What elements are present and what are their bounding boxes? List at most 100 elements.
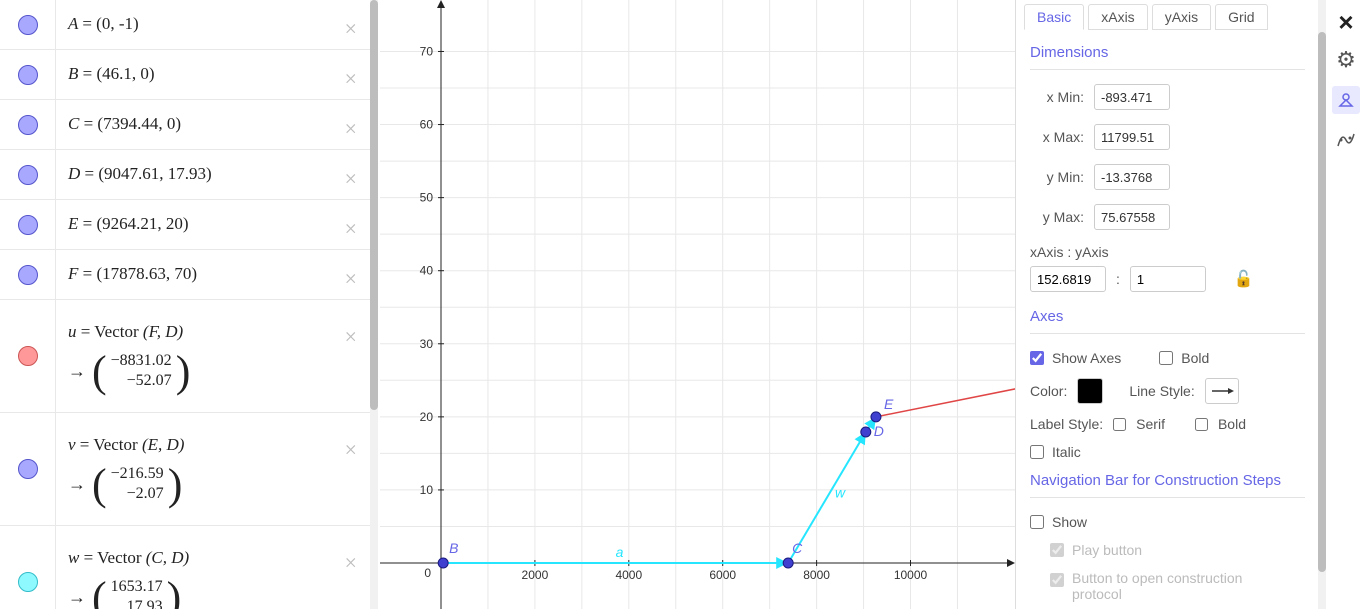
algebra-row[interactable]: ×F = (17878.63, 70) <box>0 250 370 300</box>
delete-icon[interactable]: × <box>343 118 358 140</box>
show-axes-row: Show Axes Bold <box>1016 344 1319 372</box>
nav-play-checkbox <box>1050 543 1064 557</box>
expression-cell[interactable]: ×A = (0, -1) <box>56 4 370 45</box>
delete-icon[interactable]: × <box>343 18 358 40</box>
nav-play-label: Play button <box>1072 542 1142 558</box>
navbar-heading: Navigation Bar for Construction Steps <box>1016 466 1319 493</box>
italic-label: Italic <box>1052 444 1081 460</box>
ratio-y-input[interactable] <box>1130 266 1206 292</box>
tab-xaxis[interactable]: xAxis <box>1088 4 1147 30</box>
delete-icon[interactable]: × <box>343 439 358 461</box>
svg-text:a: a <box>616 544 624 560</box>
delete-icon[interactable]: × <box>343 218 358 240</box>
visibility-marble[interactable] <box>0 150 56 199</box>
tab-grid[interactable]: Grid <box>1215 4 1267 30</box>
lock-icon[interactable]: 🔓 <box>1234 269 1254 289</box>
show-axes-checkbox[interactable] <box>1030 351 1044 365</box>
algebra-row[interactable]: ×A = (0, -1) <box>0 0 370 50</box>
expression-cell[interactable]: ×u = Vector (F, D)→(−8831.02−52.07) <box>56 312 370 400</box>
svg-text:8000: 8000 <box>803 568 830 582</box>
ymin-label: y Min: <box>1030 169 1084 185</box>
algebra-row[interactable]: ×w = Vector (C, D)→(1653.1717.93) <box>0 526 370 609</box>
nav-open-row: Button to open construction protocol <box>1016 564 1319 608</box>
xmin-input[interactable] <box>1094 84 1170 110</box>
expression-cell[interactable]: ×E = (9264.21, 20) <box>56 204 370 245</box>
xmax-row: x Max: <box>1016 120 1319 160</box>
svg-text:2000: 2000 <box>522 568 549 582</box>
visibility-marble[interactable] <box>0 50 56 99</box>
visibility-marble[interactable] <box>0 526 56 609</box>
algebra-row[interactable]: ×C = (7394.44, 0) <box>0 100 370 150</box>
axes-bold-label: Bold <box>1181 350 1209 366</box>
graphics-view[interactable]: 020004000600080001000010203040506070awBC… <box>380 0 1015 609</box>
ratio-label: xAxis : yAxis <box>1030 244 1305 260</box>
svg-text:4000: 4000 <box>615 568 642 582</box>
ymax-label: y Max: <box>1030 209 1084 225</box>
svg-text:C: C <box>792 540 803 556</box>
labelbold-checkbox[interactable] <box>1195 418 1208 431</box>
italic-checkbox[interactable] <box>1030 445 1044 459</box>
delete-icon[interactable]: × <box>343 326 358 348</box>
visibility-marble[interactable] <box>0 413 56 525</box>
svg-text:10000: 10000 <box>894 568 928 582</box>
tab-yaxis[interactable]: yAxis <box>1152 4 1211 30</box>
ratio-sep: : <box>1116 271 1120 287</box>
nav-play-row: Play button <box>1016 536 1319 564</box>
close-icon[interactable]: × <box>1334 10 1358 34</box>
expression-cell[interactable]: ×B = (46.1, 0) <box>56 54 370 95</box>
delete-icon[interactable]: × <box>343 552 358 574</box>
expression-cell[interactable]: ×v = Vector (E, D)→(−216.59−2.07) <box>56 425 370 513</box>
expression-cell[interactable]: ×D = (9047.61, 17.93) <box>56 154 370 195</box>
axes-bold-checkbox[interactable] <box>1159 351 1173 365</box>
ratio-x-input[interactable] <box>1030 266 1106 292</box>
ymin-input[interactable] <box>1094 164 1170 190</box>
xmax-input[interactable] <box>1094 124 1170 150</box>
right-iconbar: × ⚙ <box>1326 0 1366 609</box>
svg-text:10: 10 <box>420 483 434 497</box>
nav-show-checkbox[interactable] <box>1030 515 1044 529</box>
xmin-label: x Min: <box>1030 89 1084 105</box>
nav-open-checkbox <box>1050 573 1064 587</box>
algebra-scrollbar-thumb[interactable] <box>370 0 378 410</box>
algebra-row[interactable]: ×v = Vector (E, D)→(−216.59−2.07) <box>0 413 370 526</box>
svg-text:40: 40 <box>420 264 434 278</box>
algebra-row[interactable]: ×D = (9047.61, 17.93) <box>0 150 370 200</box>
svg-text:50: 50 <box>420 191 434 205</box>
ymax-input[interactable] <box>1094 204 1170 230</box>
labelbold-label: Bold <box>1218 416 1246 432</box>
visibility-marble[interactable] <box>0 200 56 249</box>
settings-scrollbar[interactable] <box>1318 0 1326 609</box>
color-label: Color: <box>1030 383 1067 399</box>
triangle-icon[interactable] <box>1332 86 1360 114</box>
svg-text:w: w <box>835 484 846 500</box>
expression-cell[interactable]: ×C = (7394.44, 0) <box>56 104 370 145</box>
visibility-marble[interactable] <box>0 300 56 412</box>
visibility-marble[interactable] <box>0 0 56 49</box>
graph-canvas[interactable]: 020004000600080001000010203040506070awBC… <box>380 0 1015 609</box>
serif-checkbox[interactable] <box>1113 418 1126 431</box>
algebra-scrollbar[interactable] <box>370 0 378 609</box>
tab-basic[interactable]: Basic <box>1024 4 1084 30</box>
axes-color-swatch[interactable] <box>1077 378 1103 404</box>
expression-cell[interactable]: ×F = (17878.63, 70) <box>56 254 370 295</box>
algebra-row[interactable]: ×u = Vector (F, D)→(−8831.02−52.07) <box>0 300 370 413</box>
curve-icon[interactable] <box>1334 128 1358 152</box>
settings-scrollbar-thumb[interactable] <box>1318 32 1326 572</box>
gear-icon[interactable]: ⚙ <box>1334 48 1358 72</box>
delete-icon[interactable]: × <box>343 168 358 190</box>
ymin-row: y Min: <box>1016 160 1319 200</box>
visibility-marble[interactable] <box>0 250 56 299</box>
axes-heading: Axes <box>1016 302 1319 329</box>
delete-icon[interactable]: × <box>343 68 358 90</box>
algebra-row[interactable]: ×E = (9264.21, 20) <box>0 200 370 250</box>
nav-show-row: Show <box>1016 508 1319 536</box>
expression-cell[interactable]: ×w = Vector (C, D)→(1653.1717.93) <box>56 538 370 609</box>
visibility-marble[interactable] <box>0 100 56 149</box>
delete-icon[interactable]: × <box>343 268 358 290</box>
linestyle-label: Line Style: <box>1129 383 1194 399</box>
linestyle-picker[interactable] <box>1205 378 1239 404</box>
svg-text:20: 20 <box>420 410 434 424</box>
algebra-row[interactable]: ×B = (46.1, 0) <box>0 50 370 100</box>
svg-text:B: B <box>449 540 458 556</box>
svg-text:6000: 6000 <box>709 568 736 582</box>
